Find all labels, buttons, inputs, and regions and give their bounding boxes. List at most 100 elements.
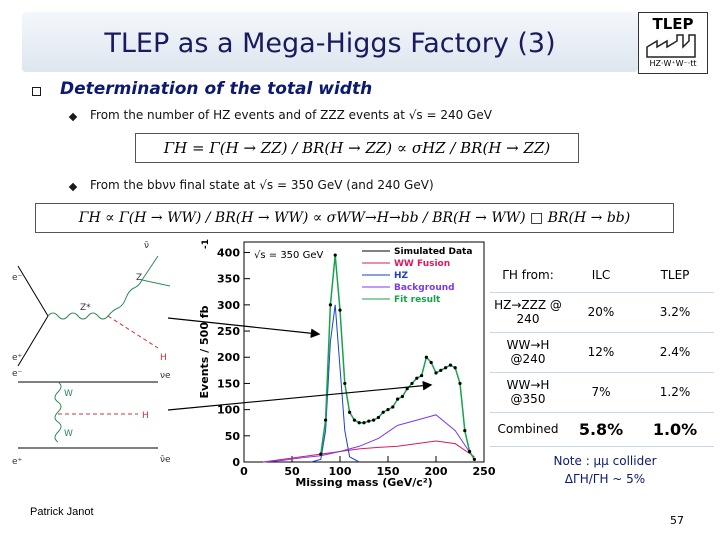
feyn-h2: H xyxy=(142,411,149,421)
plot-xlabel: Missing mass (GeV/c²) xyxy=(295,476,432,489)
page-number: 57 xyxy=(670,514,684,527)
y-tick-label: 50 xyxy=(225,430,241,443)
data-point xyxy=(357,421,361,425)
feyn-eplus: e⁺ xyxy=(12,353,23,363)
data-point xyxy=(468,449,472,454)
note-line-2: ΔΓH/ΓH ~ 5% xyxy=(564,472,646,486)
data-point xyxy=(386,408,390,412)
x-tick-label: 100 xyxy=(329,465,352,478)
x-tick-label: 50 xyxy=(284,465,300,478)
feyn-nubare: ν̄e xyxy=(160,455,170,465)
section-heading: Determination of the total width xyxy=(60,79,373,99)
row-label: HZ→ZZZ @ 240 xyxy=(490,292,566,333)
data-point xyxy=(405,387,409,391)
formula-ww: ΓH ∝ Γ(H → WW) / BR(H → WW) ∝ σWW→H→bb /… xyxy=(35,203,674,233)
data-point xyxy=(424,355,428,359)
data-point xyxy=(434,371,438,375)
formula-zz: ΓH = Γ(H → ZZ) / BR(H → ZZ) ∝ σHZ / BR(H… xyxy=(135,133,579,163)
header-gamma-from: ΓH from: xyxy=(490,258,566,293)
row-ilc: 7% xyxy=(566,372,636,413)
row-tlep: 1.2% xyxy=(636,372,714,413)
feyn-h: H xyxy=(160,353,167,363)
series-line-background xyxy=(263,414,475,463)
data-point xyxy=(415,376,419,380)
plot-energy-label: √s = 350 GeV xyxy=(254,250,323,261)
data-point xyxy=(376,415,380,420)
tlep-logo: TLEP HZ·W⁺W⁻·tt xyxy=(638,12,708,74)
data-point xyxy=(381,410,385,414)
bullet-2: From the bbνν final state at √s = 350 Ge… xyxy=(90,178,434,192)
x-tick-label: 200 xyxy=(425,465,448,478)
data-point xyxy=(328,303,332,307)
row-label: WW→H @240 xyxy=(490,332,566,373)
y-tick-label: 400 xyxy=(217,246,240,259)
legend-label: Background xyxy=(394,283,455,293)
data-point xyxy=(319,452,323,456)
data-point xyxy=(429,360,433,365)
data-point xyxy=(444,366,448,370)
row-label: WW→H @350 xyxy=(490,372,566,413)
data-point xyxy=(458,381,462,386)
y-tick-label: 350 xyxy=(217,273,240,286)
table-row: Combined 5.8% 1.0% xyxy=(490,412,714,447)
header-tlep: TLEP xyxy=(636,258,714,293)
note-box: Note : μμ collider ΔΓH/ΓH ~ 5% xyxy=(540,452,670,488)
table-row: WW→H @240 12% 2.4% xyxy=(490,332,714,373)
legend-label: WW Fusion xyxy=(394,259,450,269)
feyn-nubar: ν̄ xyxy=(144,241,149,251)
legend-label: Simulated Data xyxy=(394,247,472,257)
row-tlep: 1.0% xyxy=(636,412,714,447)
feyn-w1: W xyxy=(64,389,73,399)
bullet-1: From the number of HZ events and of ZZZ … xyxy=(90,108,492,122)
arrow-ww xyxy=(167,380,433,411)
data-point xyxy=(463,428,467,433)
arrow-hz xyxy=(167,317,321,339)
row-ilc: 20% xyxy=(566,292,636,333)
feyn-eplus2: e⁺ xyxy=(12,457,23,467)
y-tick-label: 0 xyxy=(232,456,240,469)
y-tick-label: 200 xyxy=(217,351,240,364)
feynman-diagrams: ν̄ Z ν e⁻ Z* e⁺ H νe e⁻ W W H ν̄e e⁺ xyxy=(12,241,170,467)
factory-icon xyxy=(646,34,696,58)
row-ilc: 5.8% xyxy=(566,412,636,447)
data-point xyxy=(391,405,395,409)
legend-label: HZ xyxy=(394,271,409,281)
note-line-1: Note : μμ collider xyxy=(553,454,657,468)
x-tick-label: 150 xyxy=(377,465,400,478)
feyn-z: Z xyxy=(136,273,142,283)
data-point xyxy=(420,373,424,378)
row-tlep: 2.4% xyxy=(636,332,714,373)
plot-ylabel: Events / 500 fb xyxy=(198,305,211,398)
header-ilc: ILC xyxy=(566,258,636,293)
table-row: WW→H @350 7% 1.2% xyxy=(490,372,714,413)
legend-label: Fit result xyxy=(394,295,441,305)
logo-subtext: HZ·W⁺W⁻·tt xyxy=(649,59,697,68)
feyn-eminus: e⁻ xyxy=(12,273,23,283)
row-label: Combined xyxy=(490,412,566,447)
series-line-hz xyxy=(311,304,360,463)
y-tick-label: 250 xyxy=(217,325,240,338)
data-point xyxy=(448,363,452,367)
feyn-eminus2: e⁻ xyxy=(12,369,23,379)
logo-text: TLEP xyxy=(652,15,694,33)
data-point xyxy=(472,457,476,461)
plot-frame xyxy=(243,241,485,463)
data-point xyxy=(372,418,376,422)
feyn-w2: W xyxy=(64,429,73,439)
plot-ylabel-sup: -1 xyxy=(201,239,211,249)
data-point xyxy=(453,366,457,370)
missing-mass-plot: 0 50 100 150 200 250050100150200250300350400 … xyxy=(198,239,496,489)
data-point xyxy=(333,253,337,257)
table-header-row: ΓH from: ILC TLEP xyxy=(490,258,714,293)
data-point xyxy=(352,418,356,422)
results-table: ΓH from: ILC TLEP HZ→ZZZ @ 240 20% 3.2% … xyxy=(490,258,714,447)
data-point xyxy=(348,410,352,414)
row-ilc: 12% xyxy=(566,332,636,373)
y-tick-label: 150 xyxy=(217,377,240,390)
data-point xyxy=(362,421,366,425)
data-point xyxy=(439,368,443,372)
y-tick-label: 300 xyxy=(217,299,240,312)
data-point xyxy=(343,381,347,386)
data-point xyxy=(410,381,414,386)
